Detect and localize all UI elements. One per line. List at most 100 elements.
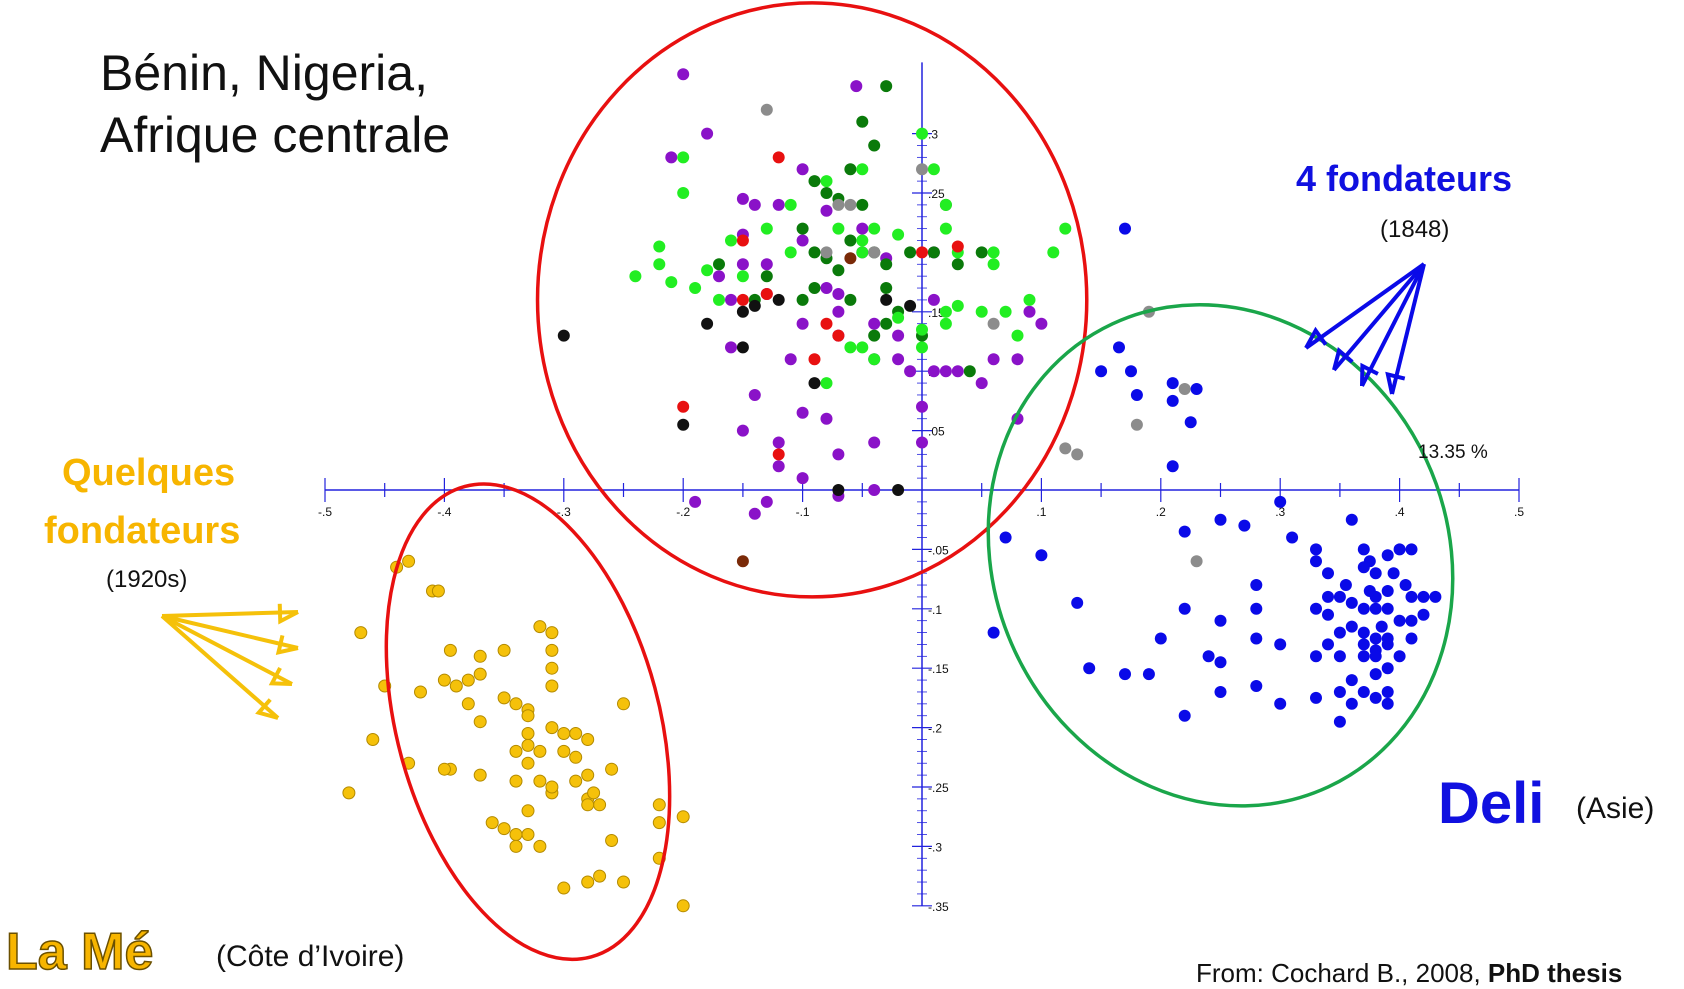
data-point-grey bbox=[832, 198, 845, 211]
data-point-blue bbox=[1238, 519, 1251, 532]
founder-arrow-gold bbox=[161, 614, 299, 650]
region-label-asie: (Asie) bbox=[1576, 792, 1655, 825]
data-point-gold bbox=[581, 768, 595, 782]
data-point-purple bbox=[713, 270, 725, 283]
data-point-purple bbox=[748, 507, 761, 520]
source-bold: PhD thesis bbox=[1487, 958, 1623, 988]
data-point-gold bbox=[473, 715, 487, 729]
data-point-light_green bbox=[856, 163, 869, 176]
data-point-dark_green bbox=[760, 270, 773, 283]
data-point-light_green bbox=[916, 323, 928, 336]
founder-arrow-gold bbox=[161, 614, 293, 686]
year-label-1920s: (1920s) bbox=[106, 566, 188, 593]
data-point-purple bbox=[951, 365, 964, 378]
data-point-gold bbox=[509, 839, 523, 853]
data-point-purple bbox=[1011, 353, 1024, 366]
data-point-gold bbox=[533, 839, 547, 853]
data-point-blue bbox=[1405, 590, 1418, 603]
data-point-blue bbox=[1393, 650, 1406, 663]
data-point-light_green bbox=[939, 317, 952, 330]
data-point-light_green bbox=[820, 377, 833, 390]
data-point-blue bbox=[1381, 549, 1394, 562]
founder-arrow-gold-head bbox=[275, 634, 299, 655]
data-point-purple bbox=[927, 365, 940, 378]
data-point-purple bbox=[1023, 305, 1036, 318]
x-tick-label: -.5 bbox=[318, 505, 332, 519]
data-point-grey bbox=[987, 317, 1000, 330]
data-point-purple bbox=[772, 460, 785, 473]
source-credit: From: Cochard B., 2008, PhD thesis bbox=[1196, 958, 1622, 989]
data-point-gold bbox=[473, 649, 487, 663]
data-point-gold bbox=[652, 816, 666, 830]
data-point-purple bbox=[796, 406, 809, 419]
data-point-purple bbox=[820, 412, 833, 425]
data-point-light_green bbox=[760, 222, 773, 235]
founder-arrow-blue bbox=[1332, 262, 1426, 372]
data-point-purple bbox=[832, 305, 845, 318]
data-point-blue bbox=[1310, 650, 1322, 663]
data-point-purple bbox=[772, 198, 785, 211]
data-point-purple bbox=[975, 377, 988, 390]
data-point-black bbox=[772, 293, 785, 306]
data-point-blue bbox=[1113, 341, 1125, 354]
data-point-light_green bbox=[939, 222, 952, 235]
data-point-gold bbox=[443, 643, 457, 657]
x-tick-label: .1 bbox=[1036, 505, 1046, 519]
data-point-dark_green bbox=[808, 246, 821, 259]
founder-arrow-gold-head bbox=[268, 667, 293, 686]
data-point-purple bbox=[1035, 317, 1048, 330]
data-point-gold bbox=[497, 822, 511, 836]
data-point-purple bbox=[677, 68, 690, 81]
group-label-fondateurs: fondateurs bbox=[44, 510, 241, 552]
data-point-blue bbox=[1345, 697, 1358, 710]
data-point-dark_green bbox=[951, 258, 964, 271]
y-tick-label: -.35 bbox=[928, 900, 949, 914]
data-point-gold bbox=[473, 667, 487, 681]
data-point-purple bbox=[868, 436, 881, 449]
data-point-light_green bbox=[868, 222, 881, 235]
data-point-gold bbox=[581, 875, 595, 889]
data-point-grey bbox=[1190, 555, 1203, 568]
data-point-dark_green bbox=[880, 282, 893, 294]
data-point-grey bbox=[1071, 448, 1084, 461]
data-point-grey bbox=[1130, 418, 1143, 431]
data-point-blue bbox=[1214, 614, 1227, 627]
data-point-dark_green bbox=[880, 258, 893, 271]
x-tick-label: .5 bbox=[1514, 505, 1524, 519]
data-point-blue bbox=[1339, 579, 1352, 591]
data-point-gold bbox=[676, 810, 690, 824]
data-point-dark_green bbox=[975, 246, 988, 259]
data-point-gold bbox=[509, 744, 523, 758]
data-point-gold bbox=[593, 869, 607, 883]
data-point-light_green bbox=[927, 163, 940, 176]
data-point-dark_green bbox=[808, 282, 821, 294]
data-point-blue bbox=[1322, 590, 1334, 603]
data-point-blue bbox=[1345, 620, 1358, 633]
founder-arrow-blue-head bbox=[1304, 326, 1328, 349]
data-point-dark_green bbox=[927, 246, 940, 259]
data-point-red bbox=[916, 246, 928, 259]
data-point-blue bbox=[1345, 596, 1358, 609]
y-tick-label: -.3 bbox=[928, 840, 942, 854]
data-point-blue bbox=[1357, 638, 1370, 651]
data-point-dark_green bbox=[868, 329, 881, 342]
data-point-light_green bbox=[832, 222, 845, 235]
data-point-gold bbox=[617, 697, 630, 711]
x-tick-label: -.4 bbox=[437, 505, 451, 519]
data-point-blue bbox=[1184, 416, 1197, 429]
data-point-purple bbox=[725, 341, 737, 354]
data-point-black bbox=[748, 299, 761, 312]
data-point-gold bbox=[545, 679, 559, 693]
data-point-blue bbox=[1178, 525, 1191, 538]
data-point-blue bbox=[1369, 567, 1382, 580]
data-point-gold bbox=[557, 727, 571, 740]
data-point-gold bbox=[402, 554, 416, 568]
data-point-dark_green bbox=[820, 187, 833, 199]
y-tick-label: -.2 bbox=[928, 722, 942, 736]
data-point-blue bbox=[1166, 377, 1179, 390]
data-point-gold bbox=[557, 881, 571, 895]
data-point-dark_green bbox=[963, 365, 976, 378]
data-point-blue bbox=[1178, 709, 1191, 722]
data-point-purple bbox=[796, 163, 809, 176]
data-point-purple bbox=[689, 495, 702, 508]
